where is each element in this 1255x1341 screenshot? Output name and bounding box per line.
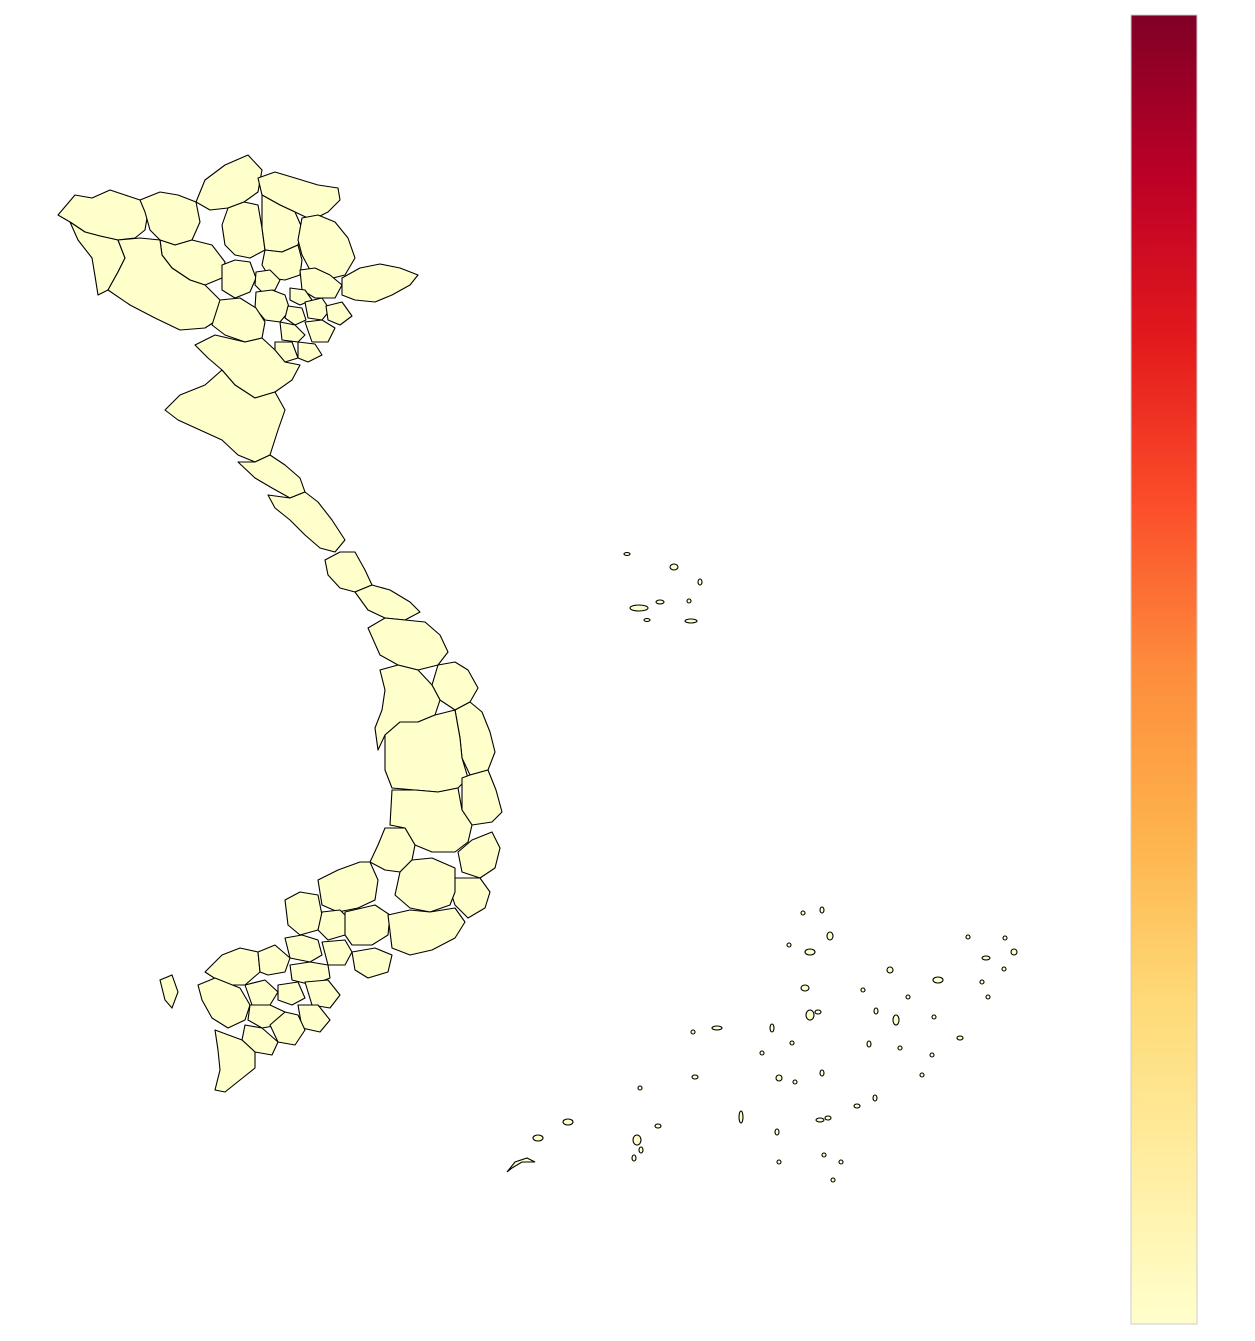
province-hy xyxy=(284,305,307,326)
province-hcm xyxy=(321,939,353,966)
province-na xyxy=(164,369,286,463)
province-vp xyxy=(254,269,281,293)
province-nd xyxy=(297,341,323,363)
province-lc-east xyxy=(139,191,201,246)
colorbar-gradient xyxy=(1130,14,1198,1325)
province-qb xyxy=(267,491,346,553)
province-hd xyxy=(304,297,331,321)
province-qt xyxy=(324,551,373,593)
offshore-islands xyxy=(506,551,1018,1183)
province-dnai xyxy=(344,904,391,946)
province-qna xyxy=(367,617,449,671)
province-pt xyxy=(221,259,257,299)
province-cm xyxy=(214,1029,256,1093)
province-ld xyxy=(394,857,456,913)
province-ct xyxy=(244,979,279,1006)
province-bt xyxy=(304,979,341,1009)
province-kg xyxy=(197,977,251,1029)
province-tq xyxy=(221,201,266,259)
province-py xyxy=(461,769,503,826)
province-qn xyxy=(341,263,419,303)
province-tth xyxy=(354,584,421,621)
province-shapes xyxy=(57,154,503,1093)
province-bth xyxy=(387,907,466,956)
province-bp xyxy=(317,861,379,913)
province-hp xyxy=(325,301,353,326)
province-la xyxy=(284,934,323,963)
island-phu-quoc xyxy=(159,974,179,1010)
province-hna xyxy=(279,321,306,343)
province-dt xyxy=(257,944,291,976)
province-ht xyxy=(237,454,306,499)
province-tg xyxy=(289,961,331,986)
province-kh-land xyxy=(457,831,501,879)
province-hg-north xyxy=(195,154,263,211)
province-bvt xyxy=(351,947,393,979)
province-gl xyxy=(384,709,469,793)
province-tn xyxy=(284,891,323,936)
province-ls xyxy=(297,214,356,281)
province-vl xyxy=(277,981,306,1006)
province-lc-west xyxy=(57,189,149,241)
colorbar xyxy=(1130,14,1198,1325)
province-tb xyxy=(304,319,336,343)
